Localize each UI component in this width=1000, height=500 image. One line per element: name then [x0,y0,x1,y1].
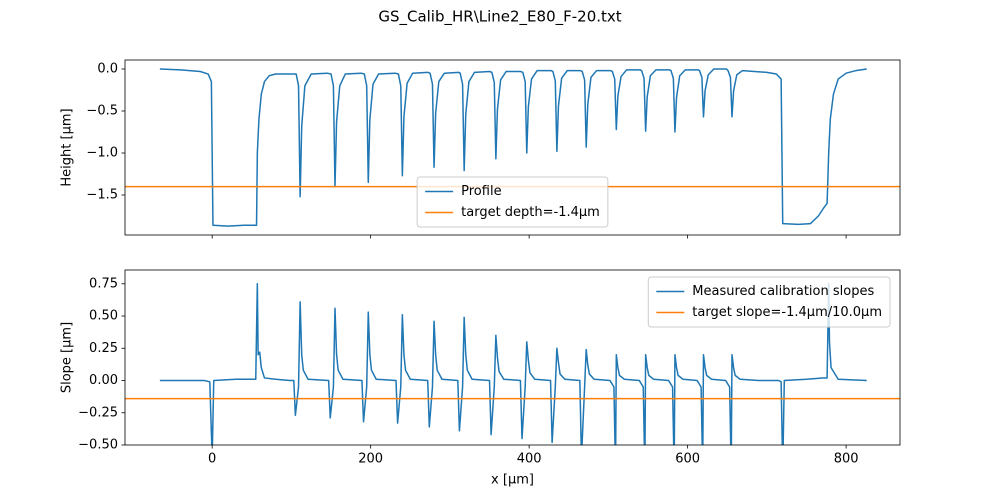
legend-label: Measured calibration slopes [692,284,874,299]
y-tick-label: −0.50 [78,438,118,453]
axes-frame [124,269,901,446]
data-line [159,68,867,227]
y-tick-label: 0.75 [89,276,118,291]
x-tick-label: 200 [358,452,383,467]
axes-frame [124,59,901,236]
y-tick-label: 0.25 [89,341,118,356]
x-tick-label: 800 [834,452,859,467]
y-axis-label: Slope [μm] [60,322,75,393]
figure-title: GS_Calib_HR\Line2_E80_F-20.txt [378,8,621,27]
legend-label: target depth=-1.4μm [461,205,600,220]
data-line [159,283,867,445]
x-tick-label: 400 [517,452,542,467]
legend-label: Profile [461,184,501,199]
y-tick-label: 0.0 [97,61,118,76]
y-tick-label: 0.00 [89,373,118,388]
x-tick-label: 600 [675,452,700,467]
y-tick-label: −1.0 [86,146,118,161]
y-tick-label: −0.5 [86,103,118,118]
legend-box [647,276,891,328]
legend-label: target slope=-1.4μm/10.0μm [692,305,882,320]
x-axis-label: x [μm] [491,473,534,488]
legend: Profile target depth=-1.4μm [416,176,609,228]
y-tick-label: −0.25 [78,405,118,420]
legend-box [416,176,609,228]
y-tick-label: −1.5 [86,188,118,203]
plot-area [125,283,900,445]
y-tick-label: 0.50 [89,309,118,324]
legend: Measured calibration slopes target slope=… [647,276,891,328]
y-axis-label: Height [μm] [60,108,75,186]
x-tick-label: 0 [208,452,216,467]
